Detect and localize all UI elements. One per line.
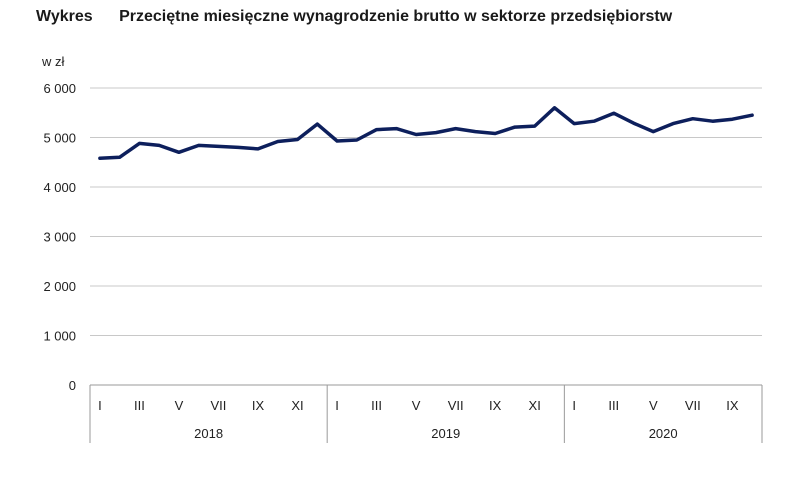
x-tick-label: XI bbox=[529, 398, 541, 413]
y-tick-label: 1 000 bbox=[43, 329, 76, 344]
x-tick-label: IX bbox=[252, 398, 265, 413]
x-tick-label: V bbox=[175, 398, 184, 413]
year-label: 2020 bbox=[649, 426, 678, 441]
series-line bbox=[98, 106, 754, 161]
x-tick-label: IX bbox=[726, 398, 739, 413]
y-tick-label: 3 000 bbox=[43, 230, 76, 245]
year-label: 2019 bbox=[431, 426, 460, 441]
x-tick-label: I bbox=[98, 398, 102, 413]
x-tick-label: III bbox=[608, 398, 619, 413]
x-tick-label: III bbox=[371, 398, 382, 413]
y-tick-label: 0 bbox=[69, 378, 76, 393]
x-tick-label: VII bbox=[211, 398, 227, 413]
chart-title-row: Wykres Przeciętne miesięczne wynagrodzen… bbox=[36, 8, 672, 26]
y-axis-unit-label: w zł bbox=[41, 54, 65, 69]
y-tick-label: 4 000 bbox=[43, 180, 76, 195]
gridlines bbox=[90, 87, 762, 336]
y-tick-label: 6 000 bbox=[43, 81, 76, 96]
x-tick-label: V bbox=[412, 398, 421, 413]
x-tick-label: I bbox=[335, 398, 339, 413]
x-tick-label: VII bbox=[448, 398, 464, 413]
chart-title: Przeciętne miesięczne wynagrodzenie brut… bbox=[119, 8, 673, 25]
x-tick-label: I bbox=[572, 398, 576, 413]
y-tick-label: 5 000 bbox=[43, 131, 76, 146]
year-label: 2018 bbox=[194, 426, 223, 441]
x-tick-label: XI bbox=[291, 398, 303, 413]
series-salary bbox=[98, 106, 754, 161]
y-axis-ticks: 0 1 000 2 000 3 000 4 000 5 000 6 000 bbox=[43, 81, 76, 393]
chart-label: Wykres bbox=[36, 8, 93, 25]
x-tick-label: VII bbox=[685, 398, 701, 413]
y-tick-label: 2 000 bbox=[43, 279, 76, 294]
x-tick-label: V bbox=[649, 398, 658, 413]
x-tick-label: III bbox=[134, 398, 145, 413]
x-tick-label: IX bbox=[489, 398, 502, 413]
